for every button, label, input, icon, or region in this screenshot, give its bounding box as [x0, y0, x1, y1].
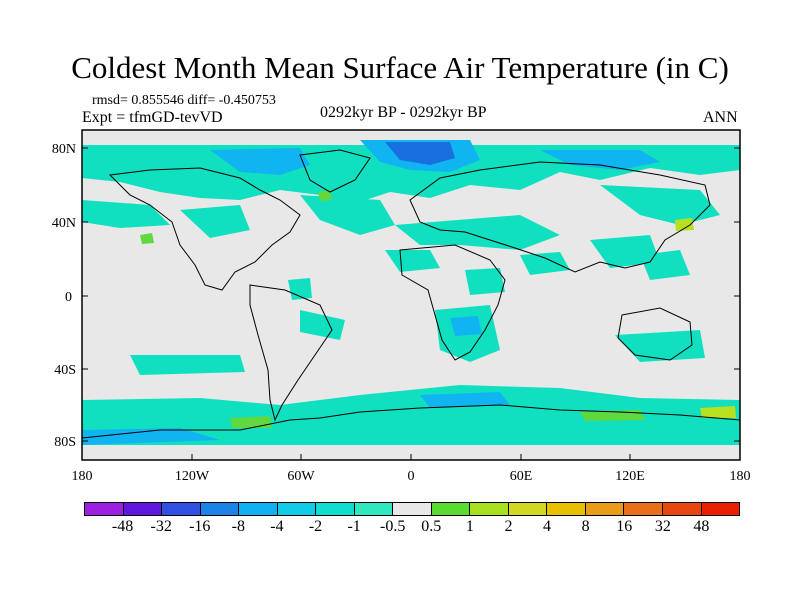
anomaly-patch-green [140, 233, 154, 244]
lon-tick-label: 0 [408, 469, 415, 484]
anomaly-patch-yellow-green [675, 218, 694, 231]
colorbar-swatch [662, 503, 702, 515]
anomaly-patch-cyan [300, 195, 395, 235]
lon-tick-label: 120E [615, 469, 645, 484]
colorbar-label: -1 [347, 518, 361, 535]
anomaly-patch-mid-blue [450, 316, 482, 336]
lat-tick-marks [82, 147, 740, 442]
anomaly-patch-cyan [180, 205, 250, 238]
anomaly-patch-cyan [395, 215, 560, 250]
lon-tick-label: 180 [72, 469, 93, 484]
lon-tick-label: 60W [287, 469, 315, 484]
lat-tick-label: 40S [54, 363, 76, 378]
colorbar-label: 32 [654, 518, 671, 535]
lat-tick-label: 80N [52, 142, 76, 157]
colorbar-label: -0.5 [380, 518, 406, 535]
anomaly-patch-cyan [385, 250, 440, 272]
coastline-antarctica [82, 404, 740, 439]
anomaly-patch-green [230, 416, 272, 428]
lat-tick-label: 0 [65, 290, 72, 305]
colorbar-label: -32 [150, 518, 172, 535]
coastline-south-america [249, 284, 333, 422]
colorbar-swatch [393, 503, 432, 515]
experiment-label: Expt = tfmGD-tevVD [82, 109, 223, 126]
colorbar-swatch [200, 503, 240, 515]
anomaly-patch-cyan [600, 185, 720, 225]
colorbar-label: -48 [111, 518, 134, 535]
colorbar-swatch [277, 503, 317, 515]
colorbar-label: -2 [308, 518, 323, 535]
lon-tick-label: 180 [730, 469, 751, 484]
coastline-greenland [299, 149, 371, 193]
colorbar [84, 502, 740, 516]
colorbar-swatch [585, 503, 625, 515]
anomaly-patch-dark-blue [385, 142, 455, 165]
lat-tick-label: 80S [54, 435, 76, 450]
colorbar-swatch [431, 503, 471, 515]
anomaly-patch-yellow-green [700, 406, 736, 418]
coastline-africa [399, 244, 506, 361]
colorbar-label: 4 [543, 518, 552, 535]
colorbar-swatch [354, 503, 394, 515]
colorbar-label: 16 [616, 518, 633, 535]
coastline-australia [617, 307, 693, 361]
anomaly-patch-mid-blue [82, 428, 220, 445]
anomaly-patch-cyan [288, 278, 312, 300]
lat-tick-label: 40N [52, 216, 76, 231]
colorbar-swatch [85, 503, 124, 515]
anomaly-patch-cyan [465, 268, 505, 295]
colorbar-swatch [123, 503, 163, 515]
anomaly-patch-cyan [82, 200, 170, 228]
anomaly-patch-mid-blue [420, 392, 510, 408]
colorbar-swatch [316, 503, 355, 515]
anomaly-field [82, 140, 740, 445]
colorbar-label: 8 [581, 518, 590, 535]
anomaly-patch-cyan [520, 252, 570, 275]
colorbar-swatch [701, 503, 740, 515]
stats-label: rmsd= 0.855546 diff= -0.450753 [92, 93, 276, 108]
colorbar-swatch [239, 503, 278, 515]
lon-tick-label: 60E [510, 469, 533, 484]
coastline-eurasia [409, 161, 711, 273]
lon-tick-marks [81, 454, 741, 460]
anomaly-patch-mid-blue [540, 150, 660, 170]
anomaly-patch-cyan [82, 385, 740, 445]
coastlines [82, 149, 740, 439]
colorbar-label: 0.5 [421, 518, 442, 535]
anomaly-patch-green [318, 190, 332, 201]
plot-title: Coldest Month Mean Surface Air Temperatu… [71, 50, 729, 85]
colorbar-label: -16 [189, 518, 211, 535]
season-label: ANN [703, 109, 738, 126]
period-label: 0292kyr BP - 0292kyr BP [320, 104, 487, 121]
coastline-north-america [108, 167, 301, 291]
colorbar-label: 1 [465, 518, 474, 535]
colorbar-swatch [624, 503, 663, 515]
anomaly-patch-cyan [615, 330, 705, 362]
colorbar-swatch [508, 503, 548, 515]
colorbar-label: 48 [693, 518, 710, 535]
anomaly-patch-cyan [300, 310, 345, 340]
colorbar-label: -4 [270, 518, 284, 535]
colorbar-label: 2 [504, 518, 513, 535]
colorbar-swatch [470, 503, 509, 515]
lon-tick-label: 120W [175, 469, 210, 484]
colorbar-label: -8 [231, 518, 246, 535]
anomaly-patch-mid-blue [210, 148, 310, 175]
anomaly-patch-cyan [130, 355, 245, 375]
colorbar-swatch [162, 503, 201, 515]
colorbar-swatch [547, 503, 586, 515]
